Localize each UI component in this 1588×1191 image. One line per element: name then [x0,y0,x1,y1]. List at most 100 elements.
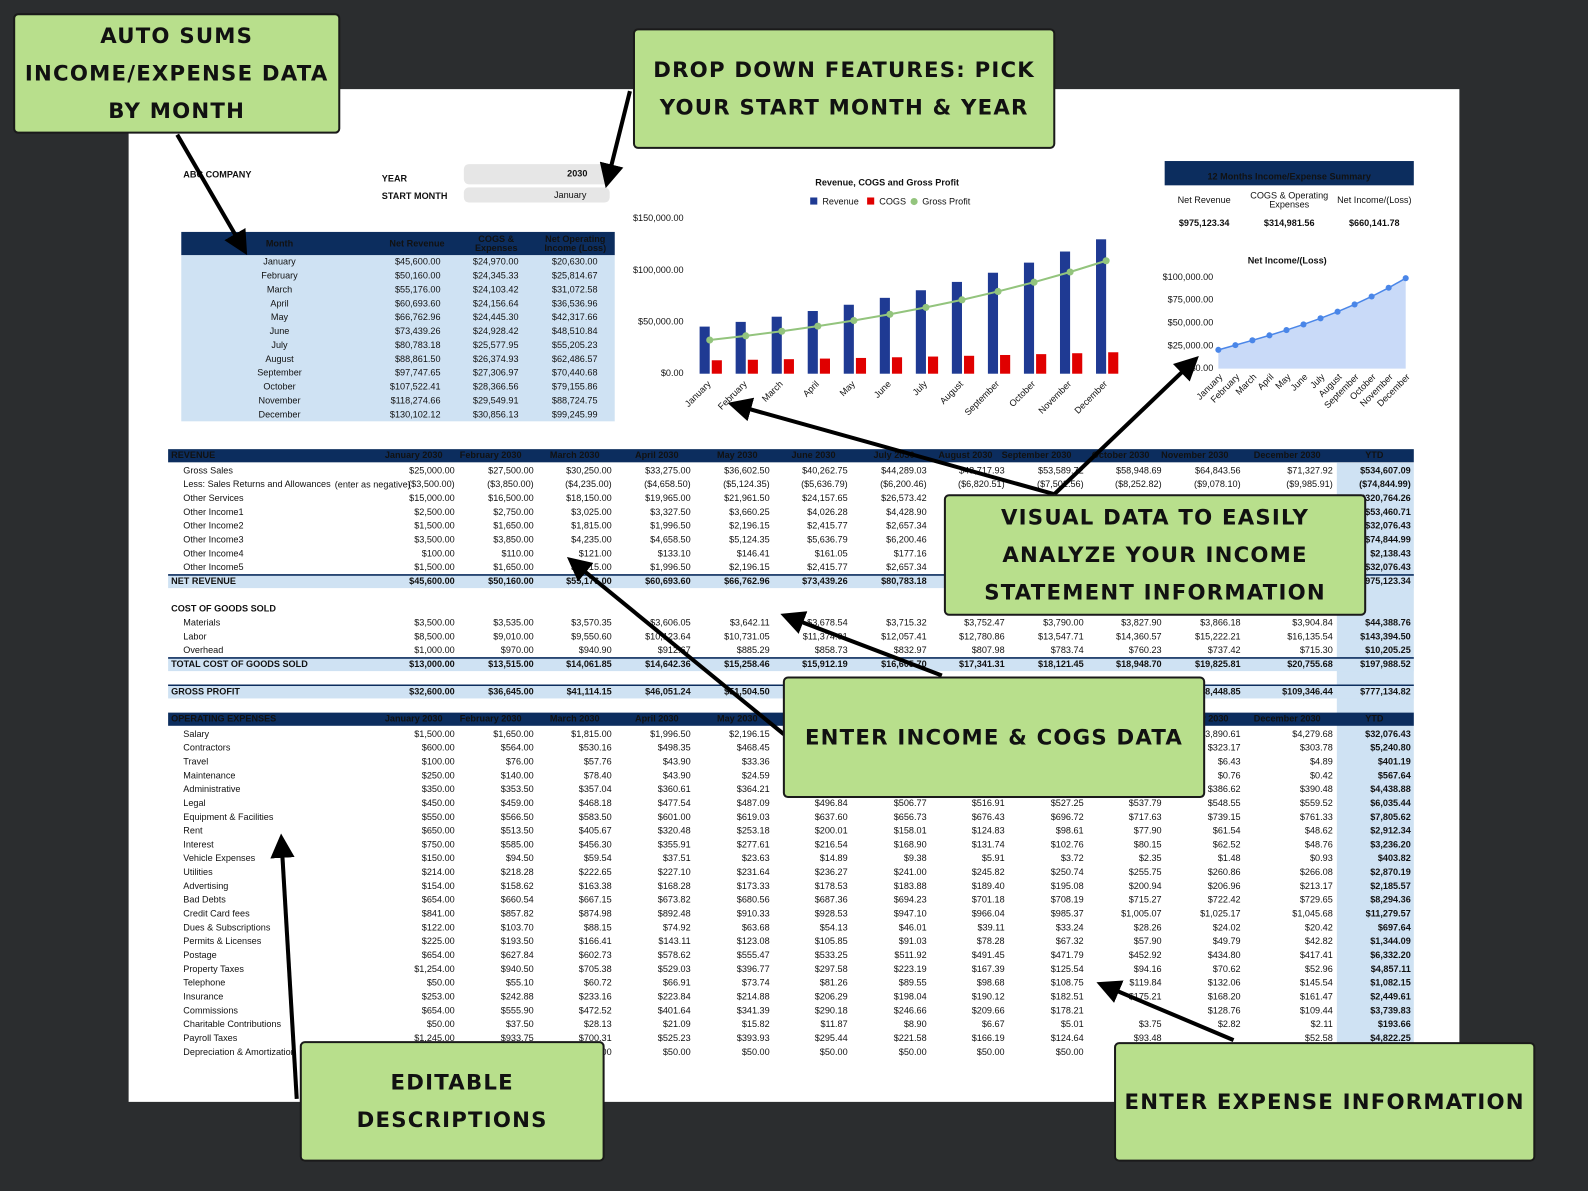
row-label[interactable]: Other Income1 [183,507,243,517]
cell-value: $55.10 [506,978,534,988]
row-label[interactable]: Permits & Licenses [183,936,261,946]
cell-value: $3,752.47 [964,617,1005,627]
row-label[interactable]: Materials [183,617,220,627]
cell-value: ($5,124.35) [723,479,770,489]
cell-value: $529.03 [658,964,691,974]
legend-marker [810,197,818,205]
cell-value: $3,660.25 [729,507,770,517]
row-label[interactable]: Rent [183,826,203,836]
cell-value: $64,843.56 [1195,465,1241,475]
cell-value: ($5,636.79) [801,479,848,489]
row-label[interactable]: Payroll Taxes [183,1033,237,1043]
cell-value: ($6,200.46) [880,479,927,489]
row-label[interactable]: Other Income5 [183,562,243,572]
row-label[interactable]: Legal [183,798,205,808]
bar [1096,239,1107,374]
row-label[interactable]: Utilities [183,867,213,877]
row-label[interactable]: Other Income2 [183,521,243,531]
cell-value: $3,642.11 [730,617,770,627]
cell-value: $717.63 [1129,812,1162,822]
cell-value: $6.43 [1218,756,1241,766]
column-heading: February 2030 [460,714,522,724]
cell-value: $36,602.50 [724,465,770,475]
cell-value: $49.79 [1213,936,1241,946]
line-point [1066,268,1074,276]
row-label[interactable]: Advertising [183,881,228,891]
cell-value: $3,327.50 [650,507,691,517]
row-label[interactable]: Credit Card fees [183,909,250,919]
row-label[interactable]: Charitable Contributions [183,1019,281,1029]
column-heading: March 2030 [550,450,600,460]
cell-value: $2,870.19 [1370,867,1411,877]
row-label[interactable]: Other Income4 [183,548,243,558]
row-label[interactable]: Other Services [183,493,244,503]
cell-value: $472.52 [579,1005,612,1015]
cell-value: $223.19 [894,964,927,974]
cell-value: $32,076.43 [1365,562,1411,572]
cell-value: $102.76 [1051,839,1084,849]
cell-value: $2.35 [1139,853,1162,863]
row-label[interactable]: Labor [183,631,206,641]
area-point [1351,301,1358,308]
cell-value: $16,605.70 [881,659,927,669]
cell-value: $858.73 [815,645,848,655]
cell-value: $303.78 [1300,743,1333,753]
cell-value: $182.51 [1051,991,1084,1001]
cell-value: $166.19 [972,1033,1005,1043]
row-label[interactable]: Bad Debts [183,895,226,905]
row-label[interactable]: Less: Sales Returns and Allowances [183,479,331,489]
row-label[interactable]: Maintenance [183,770,235,780]
section-title: OPERATING EXPENSES [171,714,276,724]
cell-value: $46.01 [899,922,927,932]
row-label[interactable]: Equipment & Facilities [183,812,274,822]
summary-title: 12 Months Income/Expense Summary [1207,172,1371,182]
cell-value: $53,589.72 [1038,465,1084,475]
row-label[interactable]: Administrative [183,784,240,794]
cell-value: $1,650.00 [493,562,534,572]
callout-box [943,494,1367,616]
row-label[interactable]: Vehicle Expenses [183,853,255,863]
row-label[interactable]: Depreciation & Amortization [183,1047,295,1057]
row-label[interactable]: Other Income3 [183,534,243,544]
month-dropdown[interactable] [463,187,610,203]
cell-value: $50.00 [820,1047,848,1057]
cell-value: $124.64 [1051,1033,1084,1043]
row-label[interactable]: Telephone [183,978,225,988]
cell-value: $50.00 [663,1047,691,1057]
row-label[interactable]: Overhead [183,645,223,655]
year-dropdown[interactable] [463,164,610,185]
cell-value: $100.00 [422,548,455,558]
cell-value: $73.74 [742,978,770,988]
cell-value: ($8,252.82) [1115,479,1162,489]
cell-value: $2,449.61 [1370,991,1411,1001]
cell-value: $511.92 [894,950,926,960]
cell-value: $3,025.00 [571,507,612,517]
cell-value: $246.66 [894,1005,927,1015]
cell-value: $36,645.00 [488,686,534,696]
cell-value: $3,535.00 [493,617,534,627]
legend-label: Gross Profit [922,196,971,206]
row-label[interactable]: Travel [183,756,208,766]
cell-value: $729.65 [1300,895,1333,905]
row-label[interactable]: Insurance [183,991,223,1001]
cell-value: $498.35 [658,743,691,753]
row-label[interactable]: Commissions [183,1005,238,1015]
y-tick-label: $0.00 [661,368,684,378]
row-label[interactable]: Salary [183,729,209,739]
cell-value: $98,448.85 [1195,686,1241,696]
cell-value: $198.04 [894,991,927,1001]
y-tick-label: $75,000.00 [1168,295,1214,305]
cell-value: $53,460.71 [1365,507,1411,517]
row-label[interactable]: Postage [183,950,216,960]
cell-value: $654.00 [422,1005,455,1015]
cell-value: $832.97 [894,645,927,655]
cell-value: ($9,985.91) [1286,479,1333,489]
cell-value: $23.63 [742,853,770,863]
cell-value: $5.01 [1061,1019,1084,1029]
month-table-header [181,231,615,256]
row-label[interactable]: Contractors [183,743,231,753]
row-label[interactable]: Interest [183,839,214,849]
row-label[interactable]: Dues & Subscriptions [183,922,271,932]
row-label[interactable]: Property Taxes [183,964,244,974]
row-label[interactable]: Gross Sales [183,465,233,475]
